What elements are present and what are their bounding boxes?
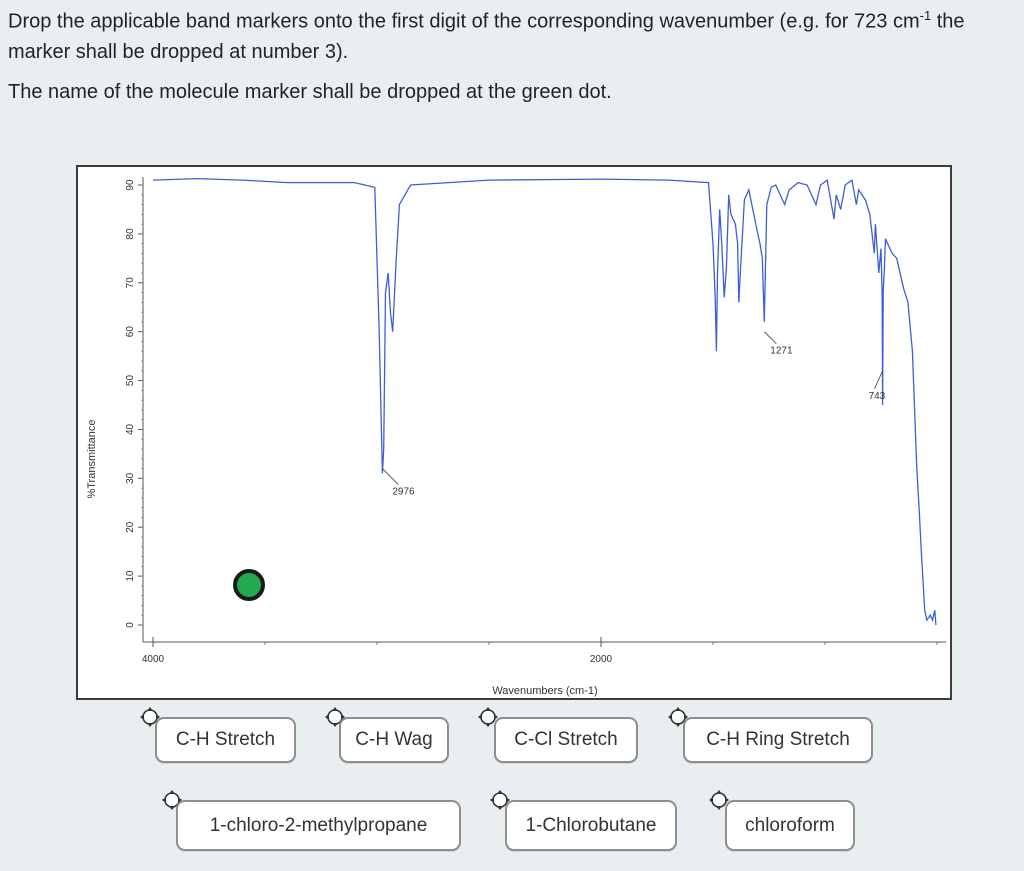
peak-annotations: 2976 1271 743 bbox=[382, 331, 886, 498]
spectrum-line bbox=[152, 177, 937, 626]
instruction-text: Drop the applicable band markers onto th… bbox=[8, 10, 920, 33]
y-tick-label: 20 bbox=[125, 521, 136, 533]
superscript: -1 bbox=[919, 8, 932, 23]
instruction-line-2: The name of the molecule marker shall be… bbox=[8, 80, 612, 103]
y-tick-label: 30 bbox=[125, 472, 136, 484]
instructions: Drop the applicable band markers onto th… bbox=[8, 6, 1018, 107]
annotation-leader bbox=[764, 331, 777, 344]
move-icon[interactable] bbox=[489, 789, 511, 811]
peak-annotation-label: 1271 bbox=[770, 346, 793, 357]
y-tick-label: 80 bbox=[125, 228, 136, 240]
y-tick-label: 40 bbox=[125, 423, 136, 435]
y-tick-label: 0 bbox=[125, 622, 136, 628]
move-icon[interactable] bbox=[708, 789, 730, 811]
band-marker-c-h-wag[interactable]: C-H Wag bbox=[339, 717, 449, 763]
x-axis-label: Wavenumbers (cm-1) bbox=[492, 685, 597, 697]
peak-annotation-label: 743 bbox=[869, 391, 886, 402]
annotation-leader bbox=[874, 370, 883, 389]
move-icon[interactable] bbox=[324, 706, 346, 728]
x-tick-label: 4000 bbox=[142, 654, 165, 665]
band-marker-c-cl-stretch[interactable]: C-Cl Stretch bbox=[494, 717, 638, 763]
ir-spectrum-chart[interactable]: 90 80 70 60 50 40 30 20 10 0 4000 2000 2976 1271 743… bbox=[76, 165, 952, 700]
spectrum-svg: 90 80 70 60 50 40 30 20 10 0 4000 2000 2976 1271 743… bbox=[86, 177, 946, 697]
move-icon[interactable] bbox=[667, 706, 689, 728]
x-tick-label: 2000 bbox=[590, 654, 613, 665]
y-tick-label: 60 bbox=[125, 326, 136, 338]
y-tick-label: 70 bbox=[125, 277, 136, 289]
instruction-text-tail: the marker shall be dropped at number 3)… bbox=[8, 10, 965, 63]
y-axis-label: %Transmittance bbox=[86, 419, 98, 498]
move-icon[interactable] bbox=[139, 706, 161, 728]
move-icon[interactable] bbox=[477, 706, 499, 728]
molecule-marker-1-chloro-2-methylpropane[interactable]: 1-chloro-2-methylpropane bbox=[176, 800, 461, 851]
molecule-drop-target[interactable] bbox=[233, 569, 265, 601]
annotation-leader bbox=[382, 468, 399, 485]
move-icon[interactable] bbox=[161, 789, 183, 811]
y-tick-label: 90 bbox=[125, 179, 136, 191]
y-ticks: 90 80 70 60 50 40 30 20 10 0 bbox=[125, 179, 143, 628]
peak-annotation-label: 2976 bbox=[392, 487, 415, 498]
minor-ticks bbox=[141, 184, 938, 645]
band-marker-c-h-stretch[interactable]: C-H Stretch bbox=[155, 717, 296, 763]
y-tick-label: 50 bbox=[125, 375, 136, 387]
molecule-marker-chloroform[interactable]: chloroform bbox=[725, 800, 855, 851]
molecule-marker-1-chlorobutane[interactable]: 1-Chlorobutane bbox=[505, 800, 677, 851]
band-marker-c-h-ring-stretch[interactable]: C-H Ring Stretch bbox=[683, 717, 873, 763]
x-ticks: 4000 2000 bbox=[142, 637, 613, 665]
instruction-line-1: Drop the applicable band markers onto th… bbox=[8, 6, 1018, 67]
y-tick-label: 10 bbox=[125, 570, 136, 582]
